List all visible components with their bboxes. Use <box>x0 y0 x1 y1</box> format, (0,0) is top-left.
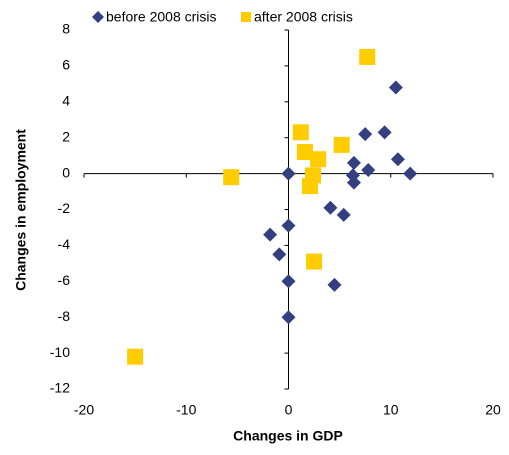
y-tick-label: 4 <box>62 93 70 109</box>
point <box>281 166 296 181</box>
legend-label: before 2008 crisis <box>106 9 217 25</box>
point <box>281 218 296 233</box>
point <box>361 163 376 178</box>
point <box>336 207 351 222</box>
legend-marker <box>92 11 104 23</box>
point <box>323 200 338 215</box>
point <box>301 178 318 195</box>
point <box>310 151 327 168</box>
point <box>281 274 296 289</box>
y-tick-label: -8 <box>58 308 71 324</box>
x-tick-label: -10 <box>176 402 196 418</box>
point <box>296 144 313 161</box>
x-tick-label: -20 <box>74 402 94 418</box>
point <box>358 127 373 142</box>
point <box>333 136 350 153</box>
y-tick-label: 6 <box>62 57 70 73</box>
y-tick-label: 8 <box>62 21 70 37</box>
point <box>127 348 144 365</box>
y-axis-title: Changes in employment <box>13 129 29 291</box>
y-tick-label: -12 <box>50 380 70 396</box>
point <box>388 80 403 95</box>
y-tick-label: -2 <box>58 200 71 216</box>
point <box>292 124 309 141</box>
x-tick-label: 10 <box>383 402 399 418</box>
y-tick-label: 2 <box>62 128 70 144</box>
legend-marker <box>241 12 251 22</box>
y-tick-label: -6 <box>58 272 71 288</box>
point <box>390 152 405 167</box>
point <box>272 247 287 262</box>
point <box>223 169 240 186</box>
point <box>346 175 361 190</box>
point <box>327 277 342 292</box>
point <box>377 125 392 140</box>
y-tick-label: 0 <box>62 164 70 180</box>
point <box>263 227 278 242</box>
point <box>281 310 296 325</box>
point <box>306 253 323 270</box>
x-tick-label: 0 <box>285 402 293 418</box>
point <box>346 155 361 170</box>
legend-label: after 2008 crisis <box>254 9 353 25</box>
y-tick-label: -4 <box>58 236 71 252</box>
y-tick-label: -10 <box>50 344 70 360</box>
x-axis-title: Changes in GDP <box>233 428 343 444</box>
point <box>359 48 376 65</box>
point <box>403 166 418 181</box>
x-tick-label: 20 <box>485 402 501 418</box>
